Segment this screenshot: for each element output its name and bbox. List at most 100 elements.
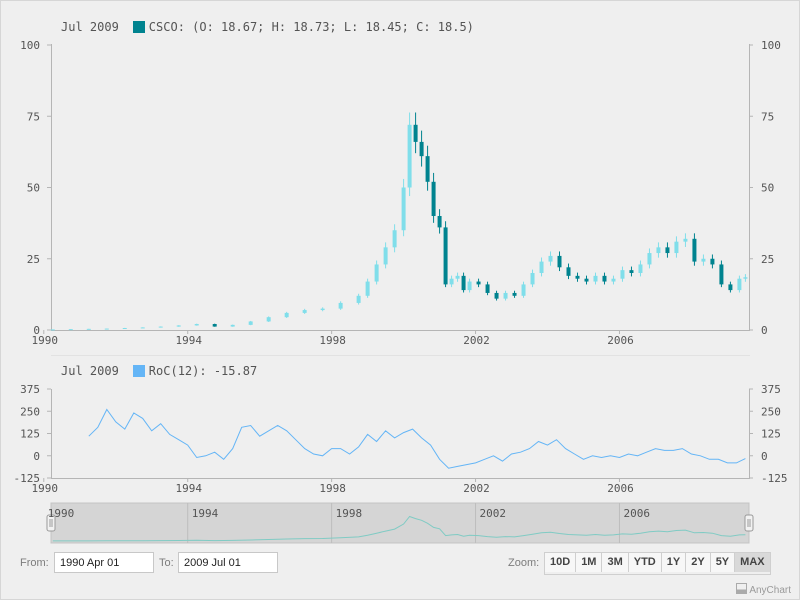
candle[interactable] [710, 254, 715, 269]
candle[interactable] [437, 209, 442, 234]
candle[interactable] [284, 311, 289, 318]
roc-x-tick-label: 1994 [175, 482, 202, 495]
candle[interactable] [611, 275, 616, 285]
candle[interactable] [737, 275, 742, 293]
roc-y-tick-label-left: 250 [20, 405, 40, 418]
candle[interactable] [140, 327, 145, 329]
candle-body [248, 321, 253, 325]
scroller-left-thumb[interactable] [46, 514, 56, 532]
candle-body [710, 258, 715, 265]
roc-legend-values: RoC(12): -15.87 [148, 364, 258, 378]
candle[interactable] [86, 328, 91, 330]
candle[interactable] [104, 328, 109, 330]
candle[interactable] [548, 251, 553, 266]
price-candles[interactable] [50, 112, 748, 331]
candle[interactable] [50, 329, 55, 331]
zoom-button-ytd[interactable]: YTD [627, 553, 661, 572]
candle-body [284, 312, 289, 318]
candle[interactable] [122, 327, 127, 330]
candle[interactable] [194, 323, 199, 326]
zoom-button-10d[interactable]: 10D [545, 553, 576, 572]
candle[interactable] [392, 224, 397, 253]
zoom-button-1y[interactable]: 1Y [660, 553, 686, 572]
candle[interactable] [539, 257, 544, 277]
candle[interactable] [266, 316, 271, 322]
candle[interactable] [68, 329, 73, 331]
candle[interactable] [602, 272, 607, 285]
candle[interactable] [302, 308, 307, 314]
candle[interactable] [530, 269, 535, 288]
candle-body [737, 278, 742, 291]
candle[interactable] [674, 236, 679, 258]
candle[interactable] [365, 278, 370, 298]
candle[interactable] [419, 130, 424, 167]
candle[interactable] [575, 272, 580, 282]
candle[interactable] [455, 272, 460, 282]
candle[interactable] [719, 260, 724, 288]
candle[interactable] [743, 274, 748, 282]
zoom-button-2y[interactable]: 2Y [685, 553, 710, 572]
to-date-input[interactable] [178, 552, 278, 573]
candle[interactable] [503, 290, 508, 301]
candle[interactable] [521, 281, 526, 298]
price-y-tick-label-left: 50 [27, 182, 40, 195]
candle[interactable] [176, 325, 181, 327]
candle[interactable] [629, 266, 634, 277]
candle[interactable] [158, 326, 163, 328]
roc-y-tick-label-right: 0 [761, 450, 768, 463]
zoom-button-1m[interactable]: 1M [575, 553, 602, 572]
candle-body [548, 255, 553, 262]
candle[interactable] [485, 281, 490, 296]
candle[interactable] [665, 242, 670, 258]
scroller[interactable] [46, 502, 754, 544]
scroller-right-thumb[interactable] [744, 514, 754, 532]
candle[interactable] [443, 221, 448, 288]
candle[interactable] [401, 178, 406, 237]
zoom-button-5y[interactable]: 5Y [709, 553, 735, 572]
candle-body [683, 238, 688, 242]
candle[interactable] [212, 323, 217, 327]
candle[interactable] [512, 290, 517, 298]
credits[interactable]: AnyChart [736, 583, 791, 596]
candle-body [425, 156, 430, 182]
candle[interactable] [449, 275, 454, 288]
candle[interactable] [647, 248, 652, 269]
candle[interactable] [338, 301, 343, 310]
candle[interactable] [584, 275, 589, 285]
candle[interactable] [461, 272, 466, 293]
candle-body [647, 253, 652, 265]
candle[interactable] [407, 112, 412, 197]
candle[interactable] [620, 266, 625, 282]
candle[interactable] [425, 145, 430, 191]
candle[interactable] [413, 112, 418, 154]
roc-y-ticks: 375 375 250 250 125 125 0 0 -125 -125 [14, 383, 788, 485]
candle[interactable] [431, 172, 436, 223]
candle[interactable] [566, 263, 571, 280]
candle[interactable] [320, 307, 325, 312]
candle-body [743, 277, 748, 279]
candle[interactable] [683, 233, 688, 247]
candle[interactable] [701, 254, 706, 266]
candle[interactable] [476, 278, 481, 288]
candle[interactable] [593, 272, 598, 285]
candle[interactable] [383, 242, 388, 269]
candle[interactable] [374, 260, 379, 285]
candle[interactable] [248, 320, 253, 326]
candle[interactable] [728, 281, 733, 293]
candle[interactable] [356, 293, 361, 305]
scroller-background[interactable] [50, 502, 750, 544]
from-date-input[interactable] [54, 552, 154, 573]
roc-series-line[interactable] [88, 408, 746, 469]
candle-body [302, 310, 307, 313]
zoom-button-3m[interactable]: 3M [601, 553, 628, 572]
candle[interactable] [638, 260, 643, 277]
candle[interactable] [656, 242, 661, 258]
candle[interactable] [467, 278, 472, 293]
scroller-grid [187, 503, 620, 543]
zoom-button-max[interactable]: MAX [734, 553, 770, 572]
candle[interactable] [230, 324, 235, 327]
candle[interactable] [494, 290, 499, 301]
candle[interactable] [557, 251, 562, 272]
candle[interactable] [692, 233, 697, 266]
